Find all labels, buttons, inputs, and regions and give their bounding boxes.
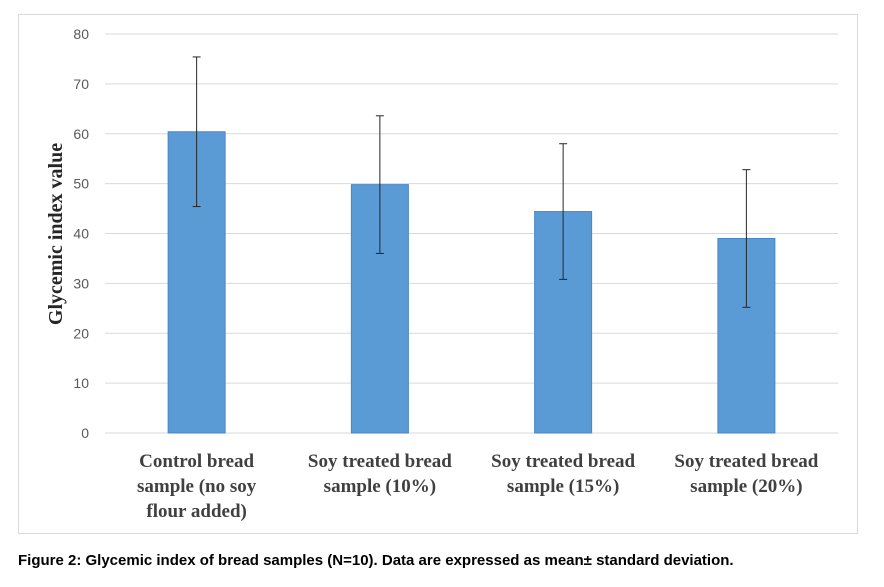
x-category-label: Control bread — [139, 451, 254, 472]
x-category-label: Soy treated bread — [674, 451, 818, 472]
y-tick-label: 70 — [73, 76, 89, 92]
x-category-label: sample (15%) — [507, 476, 619, 497]
gridlines — [105, 33, 838, 434]
error-bar — [375, 115, 384, 254]
y-axis-title: Glycemic index value — [45, 143, 67, 325]
bar-chart: 0 10 20 30 40 50 60 70 80 Control bread sample (n… — [45, 26, 838, 522]
x-category-label: flour added) — [146, 501, 246, 522]
y-tick-label: 30 — [73, 275, 89, 291]
y-tick-label: 20 — [73, 325, 89, 341]
x-category-labels: Control bread sample (no soy flour added) S… — [137, 451, 819, 522]
y-tick-label: 40 — [73, 226, 89, 242]
x-category-label: sample (no soy — [137, 476, 257, 497]
error-bar — [742, 169, 751, 308]
error-bars — [192, 56, 751, 308]
y-tick-labels: 0 10 20 30 40 50 60 70 80 — [73, 26, 89, 441]
y-tick-label: 50 — [73, 176, 89, 192]
y-tick-label: 60 — [73, 126, 89, 142]
x-category-label: sample (10%) — [324, 476, 436, 497]
x-category-label: Soy treated bread — [491, 451, 635, 472]
error-bar — [192, 56, 201, 208]
x-category-label: sample (20%) — [690, 476, 802, 497]
error-bar — [559, 143, 568, 280]
bars — [167, 131, 776, 434]
y-tick-label: 0 — [81, 425, 89, 441]
figure-caption: Figure 2: Glycemic index of bread sample… — [18, 552, 734, 569]
x-category-label: Soy treated bread — [308, 451, 452, 472]
y-tick-label: 80 — [73, 26, 89, 42]
y-tick-label: 10 — [73, 375, 89, 391]
